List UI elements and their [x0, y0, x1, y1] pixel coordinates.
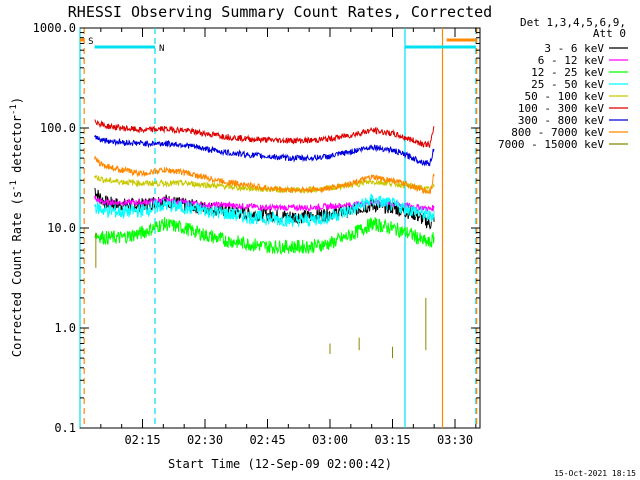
x-tick-label-5: 03:30 [437, 433, 473, 447]
x-tick-label-3: 03:00 [312, 433, 348, 447]
series-line-6 [94, 135, 435, 167]
series-line-3 [94, 193, 435, 228]
legend-entry-label-8: 7000 - 15000 keV [498, 138, 604, 151]
legend-entry-label-5: 100 - 300 keV [518, 102, 604, 115]
series-line-5 [94, 119, 435, 149]
legend-entry-label-2: 12 - 25 keV [531, 66, 604, 79]
y-tick-label-2: 10.0 [47, 221, 76, 235]
series-line-2 [94, 216, 435, 255]
series-line-7 [94, 155, 435, 195]
legend-entry-label-3: 25 - 50 keV [531, 78, 604, 91]
legend-entry-label-0: 3 - 6 keV [544, 42, 604, 55]
y-tick-label-3: 1.0 [54, 321, 76, 335]
y-tick-label-0: 1000.0 [33, 21, 76, 35]
status-bar-label-0: S [88, 37, 93, 47]
legend-header-1: Att 0 [593, 27, 626, 40]
chart-title: RHESSI Observing Summary Count Rates, Co… [68, 3, 492, 21]
y-tick-label-4: 0.1 [54, 421, 76, 435]
y-tick-label-1: 100.0 [40, 121, 76, 135]
legend-entry-label-1: 6 - 12 keV [538, 54, 605, 67]
legend-entry-label-6: 300 - 800 keV [518, 114, 604, 127]
legend-header-0: Det 1,3,4,5,6,9, [520, 16, 626, 29]
legend-entry-label-4: 50 - 100 keV [525, 90, 605, 103]
status-bar-label-1: N [159, 44, 164, 54]
legend-entry-label-7: 800 - 7000 keV [511, 126, 604, 139]
x-axis-label: Start Time (12-Sep-09 02:00:42) [168, 457, 392, 471]
footer-date: 15-Oct-2021 18:15 [554, 469, 636, 478]
x-tick-label-2: 02:45 [249, 433, 285, 447]
x-tick-label-4: 03:15 [374, 433, 410, 447]
x-tick-label-1: 02:30 [187, 433, 223, 447]
y-axis-label: Corrected Count Rate (s-1 detector-1) [9, 97, 24, 357]
x-tick-label-0: 02:15 [124, 433, 160, 447]
